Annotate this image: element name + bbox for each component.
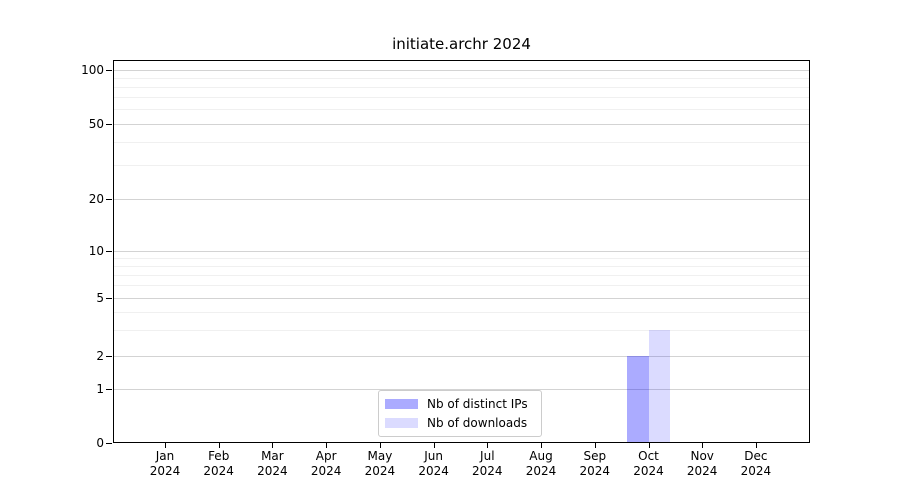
y-minor-gridline: [113, 141, 810, 143]
y-minor-gridline: [113, 329, 810, 331]
y-tick-mark: [106, 69, 112, 71]
x-tick-mark: [326, 443, 328, 448]
bar-distinct-ips: [627, 356, 649, 443]
x-tick-label: Sep 2024: [579, 449, 611, 478]
x-tick-label: Aug 2024: [525, 449, 557, 478]
y-minor-gridline: [113, 265, 810, 267]
y-tick-mark: [106, 443, 112, 444]
x-tick-label: Nov 2024: [686, 449, 718, 478]
y-tick-label: 2: [96, 348, 104, 363]
x-tick-label: Apr 2024: [310, 449, 342, 478]
y-major-gridline: [113, 355, 810, 357]
legend: Nb of distinct IPs Nb of downloads: [378, 390, 542, 437]
legend-item: Nb of downloads: [385, 416, 535, 430]
y-minor-gridline: [113, 285, 810, 287]
y-minor-gridline: [113, 109, 810, 111]
x-tick-mark: [702, 443, 704, 448]
y-tick-mark: [106, 123, 112, 125]
x-tick-mark: [165, 443, 166, 448]
y-tick-label: 100: [81, 62, 104, 77]
y-tick-mark: [106, 251, 112, 252]
y-major-gridline: [113, 250, 810, 252]
y-tick-mark: [106, 388, 112, 390]
bar-downloads: [648, 330, 670, 443]
y-minor-gridline: [113, 257, 810, 259]
x-tick-mark: [379, 443, 381, 448]
y-major-gridline: [113, 297, 810, 299]
y-minor-gridline: [113, 165, 810, 167]
x-tick-label: Mar 2024: [257, 449, 288, 478]
y-minor-gridline: [113, 97, 810, 99]
x-tick-mark: [755, 443, 757, 448]
y-tick-label: 10: [88, 244, 104, 258]
y-minor-gridline: [113, 274, 810, 276]
y-tick-mark: [106, 198, 112, 200]
x-tick-mark: [272, 443, 274, 448]
x-tick-label: Oct 2024: [633, 449, 664, 478]
x-tick-label: Jan 2024: [149, 449, 181, 478]
y-minor-gridline: [113, 77, 810, 79]
y-major-gridline: [113, 123, 810, 125]
x-tick-label: Jul 2024: [472, 449, 503, 478]
y-tick-label: 1: [96, 381, 104, 396]
y-major-gridline: [113, 388, 810, 390]
y-tick-label: 50: [88, 116, 104, 131]
x-tick-label: Jun 2024: [418, 449, 449, 478]
x-tick-mark: [541, 443, 542, 448]
x-tick-mark: [218, 443, 220, 448]
y-tick-mark: [106, 355, 112, 357]
legend-swatch: [385, 418, 418, 429]
x-tick-label: May 2024: [364, 449, 396, 478]
y-minor-gridline: [113, 86, 810, 88]
y-major-gridline: [113, 198, 810, 200]
y-minor-gridline: [113, 311, 810, 313]
x-tick-label: Dec 2024: [740, 449, 772, 478]
chart-title: initiate.archr 2024: [392, 35, 531, 53]
y-tick-label: 5: [96, 290, 104, 305]
y-tick-mark: [106, 297, 112, 299]
y-tick-label: 20: [88, 191, 104, 206]
x-tick-label: Feb 2024: [203, 449, 234, 478]
x-tick-mark: [594, 443, 596, 448]
y-tick-label: 0: [96, 436, 104, 450]
x-tick-mark: [433, 443, 435, 448]
legend-label: Nb of downloads: [427, 416, 528, 431]
x-tick-mark: [648, 443, 650, 448]
legend-item: Nb of distinct IPs: [385, 397, 535, 411]
legend-label: Nb of distinct IPs: [427, 396, 528, 411]
plot-area: [113, 60, 810, 443]
x-tick-mark: [487, 443, 489, 448]
legend-swatch: [385, 398, 418, 409]
y-major-gridline: [113, 69, 810, 71]
